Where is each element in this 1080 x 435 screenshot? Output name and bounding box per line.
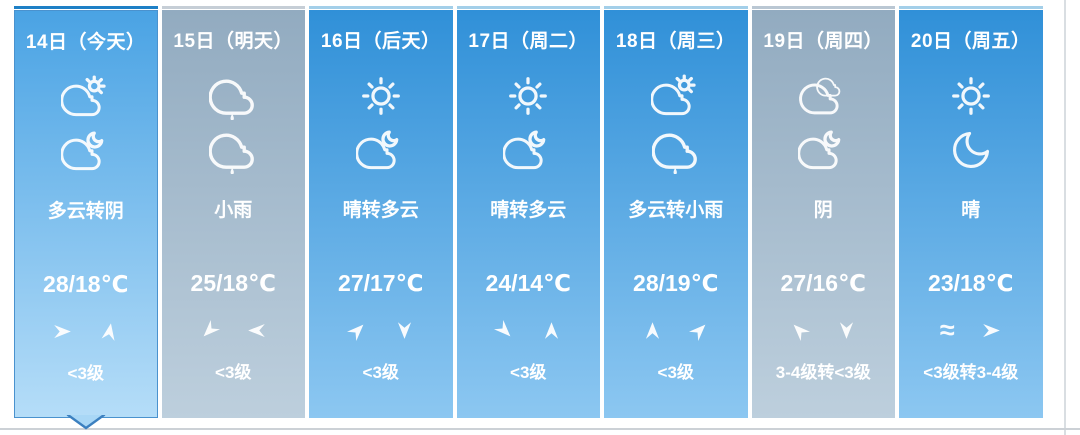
- day-date-label: 20日（周五）: [910, 30, 1031, 52]
- wind-direction-arrow-icon: [541, 320, 562, 341]
- wind-direction-arrow-icon: [246, 320, 267, 341]
- forecast-columns: 14日（今天） 多云转阴 28/18℃ <3级 15日（明天）: [14, 10, 1043, 430]
- wind-level: 3-4级转<3级: [775, 362, 871, 382]
- temperature-range: 27/17℃: [338, 269, 424, 296]
- column-top-tick: [751, 6, 895, 9]
- cloud-moon-icon: [15, 127, 157, 175]
- temperature-range: 23/18℃: [928, 269, 1014, 296]
- column-top-tick: [899, 6, 1043, 9]
- wind-direction-arrow-icon: [195, 315, 225, 345]
- weather-description: 晴转多云: [490, 199, 567, 221]
- wind-level: <3级: [510, 362, 547, 382]
- wind-direction-arrow-icon: [836, 320, 857, 341]
- day-date-label: 18日（周三）: [615, 30, 736, 52]
- column-top-tick: [604, 6, 748, 9]
- weather-description: 小雨: [214, 199, 253, 221]
- forecast-day-column[interactable]: 16日（后天） 晴转多云 27/17℃ <3级: [309, 10, 453, 418]
- cloud-moon-icon: [309, 126, 453, 174]
- sun-icon: [899, 72, 1043, 120]
- wind-direction-arrow-icon: [52, 321, 73, 342]
- calm-wind-wave-icon: ≈: [939, 314, 955, 345]
- wind-direction-arrow-icon: [785, 315, 815, 345]
- rain-icon: [162, 72, 306, 120]
- container-bottom-border: [0, 428, 1080, 430]
- day-date-label: 15日（明天）: [173, 30, 294, 52]
- temperature-range: 27/16℃: [780, 269, 866, 296]
- column-top-tick: [456, 6, 600, 9]
- forecast-day-column[interactable]: 15日（明天） 小雨 25/18℃ <3级: [161, 10, 306, 418]
- forecast-day-column[interactable]: 14日（今天） 多云转阴 28/18℃ <3级: [14, 10, 158, 430]
- wind-direction-arrow-icon: [981, 320, 1002, 341]
- sun-icon: [457, 72, 601, 120]
- cloud-moon-icon: [752, 126, 896, 174]
- column-top-tick: [309, 6, 453, 9]
- wind-level: <3级转3-4级: [923, 362, 1019, 382]
- weather-description: 阴: [813, 199, 833, 221]
- temperature-range: 24/14℃: [485, 269, 571, 296]
- wind-direction-arrow-icon: [642, 320, 663, 341]
- wind-direction-arrows: [15, 315, 157, 347]
- wind-direction-arrows: [752, 314, 896, 346]
- wind-direction-arrows: [162, 314, 306, 346]
- day-date-label: 16日（后天）: [320, 30, 441, 52]
- column-top-tick: [161, 6, 305, 9]
- temperature-range: 28/18℃: [43, 270, 129, 297]
- wind-level: <3级: [215, 362, 252, 382]
- day-date-label: 17日（周二）: [468, 30, 589, 52]
- weather-description: 晴转多云: [342, 199, 419, 221]
- overcast-icon: [752, 72, 896, 120]
- wind-direction-arrow-icon: [342, 315, 372, 345]
- rain-icon: [162, 126, 306, 174]
- forecast-day-column[interactable]: 19日（周四） 阴 27/16℃ 3-4级转<3级: [751, 10, 896, 418]
- wind-direction-arrow-icon: [490, 315, 520, 345]
- cloud-moon-icon: [457, 126, 601, 174]
- forecast-day-column[interactable]: 17日（周二） 晴转多云 24/14℃ <3级: [456, 10, 601, 418]
- rain-icon: [604, 126, 748, 174]
- partly-cloudy-icon: [604, 72, 748, 120]
- column-top-tick: [14, 6, 158, 9]
- wind-direction-arrow-icon: [684, 315, 714, 345]
- forecast-day-column[interactable]: 18日（周三） 多云转小雨 28/19℃ <3级: [604, 10, 748, 418]
- wind-level: <3级: [657, 362, 694, 382]
- partly-cloudy-icon: [15, 73, 157, 121]
- wind-direction-arrows: [604, 314, 748, 346]
- day-date-label: 19日（周四）: [763, 30, 884, 52]
- sun-icon: [309, 72, 453, 120]
- forecast-day-column[interactable]: 20日（周五） 晴 23/18℃ ≈ <3级转3-4级: [899, 10, 1043, 418]
- container-right-border: [1064, 0, 1066, 435]
- wind-direction-arrows: [457, 314, 601, 346]
- wind-level: <3级: [362, 362, 399, 382]
- wind-direction-arrows: ≈: [899, 314, 1043, 346]
- weather-description: 晴: [961, 199, 981, 221]
- weather-description: 多云转小雨: [628, 199, 724, 221]
- temperature-range: 25/18℃: [190, 269, 276, 296]
- today-pointer-triangle: [66, 415, 105, 430]
- wind-direction-arrows: [309, 314, 453, 346]
- wind-direction-arrow-icon: [97, 319, 121, 343]
- wind-direction-arrow-icon: [394, 320, 415, 341]
- weather-description: 多云转阴: [47, 200, 124, 222]
- moon-icon: [899, 126, 1043, 174]
- wind-level: <3级: [67, 363, 104, 383]
- column-top-ticks: [14, 6, 1043, 9]
- temperature-range: 28/19℃: [633, 269, 719, 296]
- day-date-label: 14日（今天）: [25, 31, 146, 53]
